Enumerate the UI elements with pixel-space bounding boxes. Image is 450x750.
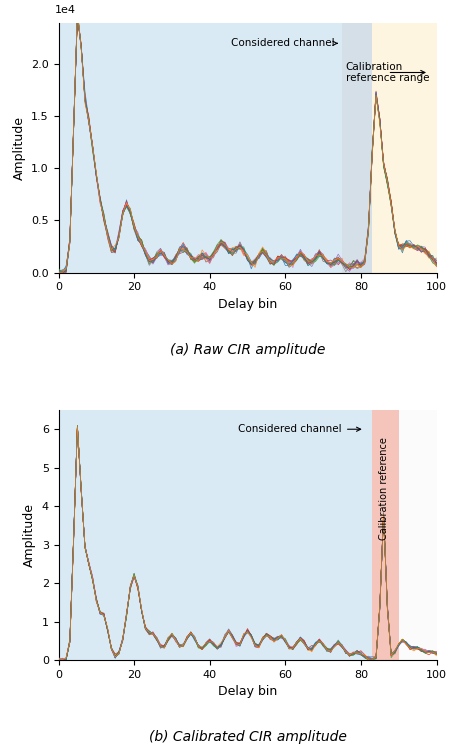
Bar <box>58 22 342 272</box>
Bar <box>58 410 436 660</box>
Y-axis label: Amplitude: Amplitude <box>23 503 36 567</box>
Bar <box>58 410 372 660</box>
X-axis label: Delay bin: Delay bin <box>218 298 277 310</box>
Text: Calibration reference: Calibration reference <box>378 437 389 540</box>
X-axis label: Delay bin: Delay bin <box>218 686 277 698</box>
Text: (b) Calibrated CIR amplitude: (b) Calibrated CIR amplitude <box>148 730 346 744</box>
Text: (a) Raw CIR amplitude: (a) Raw CIR amplitude <box>170 343 325 356</box>
Bar <box>58 22 436 272</box>
Text: Considered channel: Considered channel <box>231 38 338 48</box>
Text: Calibration
reference range: Calibration reference range <box>346 62 429 83</box>
Bar <box>372 410 399 660</box>
Text: Considered channel: Considered channel <box>238 424 360 434</box>
Bar <box>342 22 372 272</box>
Text: 1e4: 1e4 <box>55 5 76 15</box>
Y-axis label: Amplitude: Amplitude <box>13 116 26 179</box>
